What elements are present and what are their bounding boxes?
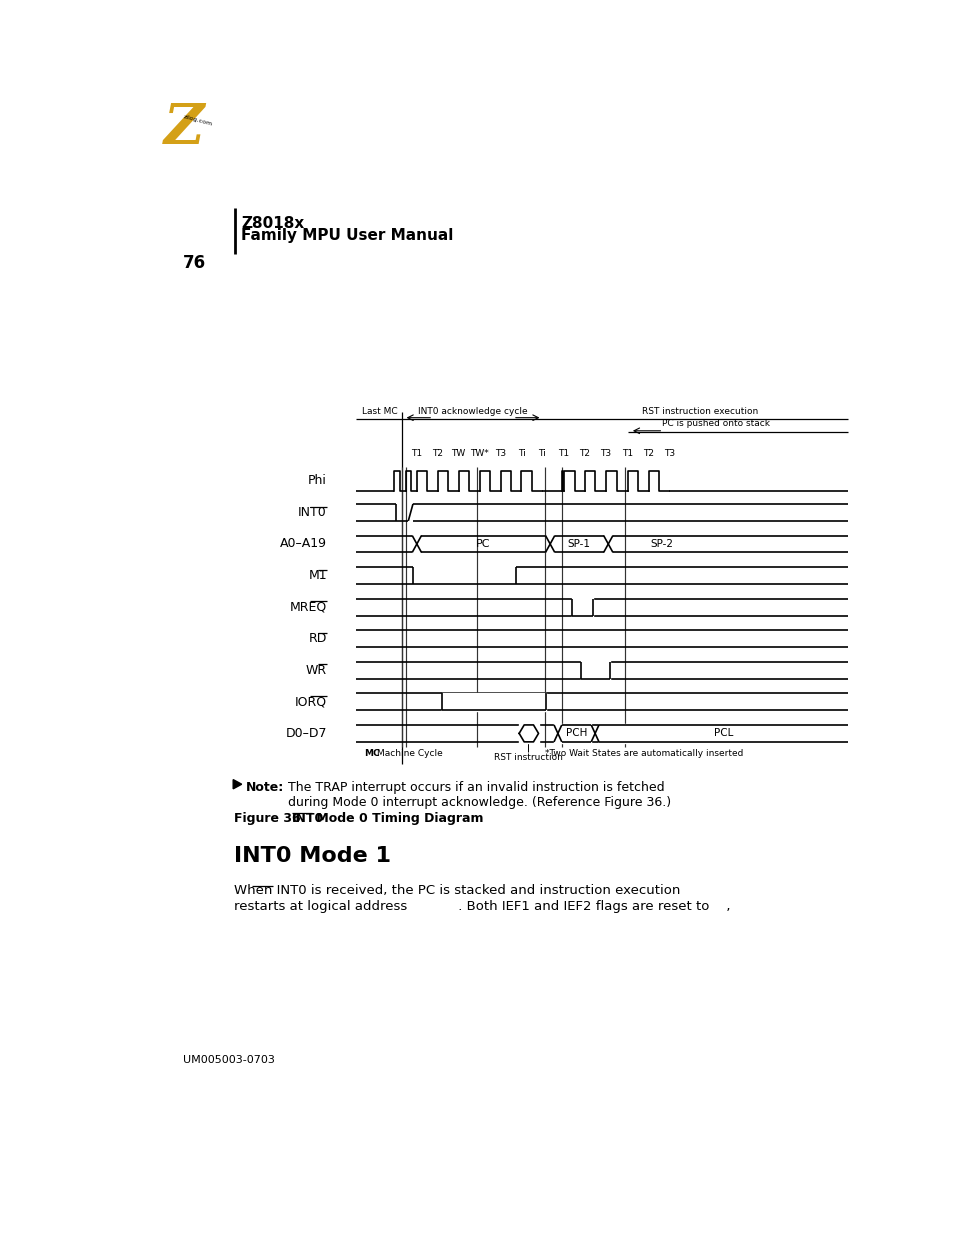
- Text: T1: T1: [621, 450, 633, 458]
- Text: MC: MC: [364, 748, 379, 758]
- Text: zilog.com: zilog.com: [183, 115, 213, 127]
- Polygon shape: [233, 779, 241, 789]
- Text: *Two Wait States are automatically inserted: *Two Wait States are automatically inser…: [545, 748, 743, 758]
- Text: Family MPU User Manual: Family MPU User Manual: [241, 227, 453, 242]
- Text: M1: M1: [308, 569, 327, 582]
- Text: PCH: PCH: [565, 729, 587, 739]
- Text: MREQ: MREQ: [290, 600, 327, 614]
- Text: restarts at logical address            . Both IEF1 and IEF2 flags are reset to  : restarts at logical address . Both IEF1 …: [233, 900, 730, 913]
- Text: RD: RD: [308, 632, 327, 645]
- Text: IORQ: IORQ: [294, 695, 327, 709]
- Text: D0–D7: D0–D7: [285, 727, 327, 740]
- Text: T3: T3: [495, 450, 506, 458]
- Text: INT0 acknowledge cycle: INT0 acknowledge cycle: [417, 408, 527, 416]
- Text: TW*: TW*: [470, 450, 489, 458]
- Text: 76: 76: [183, 254, 206, 273]
- Text: Note:: Note:: [245, 782, 284, 794]
- Text: T1: T1: [411, 450, 422, 458]
- Text: TW: TW: [451, 450, 465, 458]
- Text: Phi: Phi: [308, 474, 327, 488]
- Text: Machine Cycle: Machine Cycle: [377, 748, 442, 758]
- Text: PCL: PCL: [713, 729, 732, 739]
- Text: UM005003-0703: UM005003-0703: [183, 1055, 274, 1066]
- Text: Ti: Ti: [537, 450, 546, 458]
- Text: SP-2: SP-2: [650, 538, 673, 550]
- Text: Last MC: Last MC: [361, 408, 397, 416]
- Text: T2: T2: [642, 450, 654, 458]
- Text: T2: T2: [432, 450, 443, 458]
- Text: Mode 0 Timing Diagram: Mode 0 Timing Diagram: [312, 811, 483, 825]
- Text: RST instruction execution: RST instruction execution: [641, 408, 758, 416]
- Text: PC is pushed onto stack: PC is pushed onto stack: [661, 420, 769, 429]
- Text: T1: T1: [558, 450, 569, 458]
- Text: When INT0 is received, the PC is stacked and instruction execution: When INT0 is received, the PC is stacked…: [233, 884, 679, 898]
- Text: WR: WR: [306, 663, 327, 677]
- Text: T3: T3: [663, 450, 675, 458]
- Text: INT0: INT0: [298, 506, 327, 519]
- Text: A0–A19: A0–A19: [279, 537, 327, 551]
- Text: The TRAP interrupt occurs if an invalid instruction is fetched
during Mode 0 int: The TRAP interrupt occurs if an invalid …: [288, 782, 671, 809]
- Text: RST instruction: RST instruction: [494, 753, 562, 762]
- Text: INT0: INT0: [292, 811, 324, 825]
- Text: Z8018x: Z8018x: [241, 216, 304, 231]
- Text: Figure 36.: Figure 36.: [233, 811, 305, 825]
- Text: T3: T3: [599, 450, 611, 458]
- Text: T2: T2: [578, 450, 590, 458]
- Text: Ti: Ti: [517, 450, 525, 458]
- Text: Z: Z: [164, 101, 204, 156]
- Text: PC: PC: [476, 538, 490, 550]
- Text: INT0 Mode 1: INT0 Mode 1: [233, 846, 391, 866]
- Text: SP-1: SP-1: [567, 538, 590, 550]
